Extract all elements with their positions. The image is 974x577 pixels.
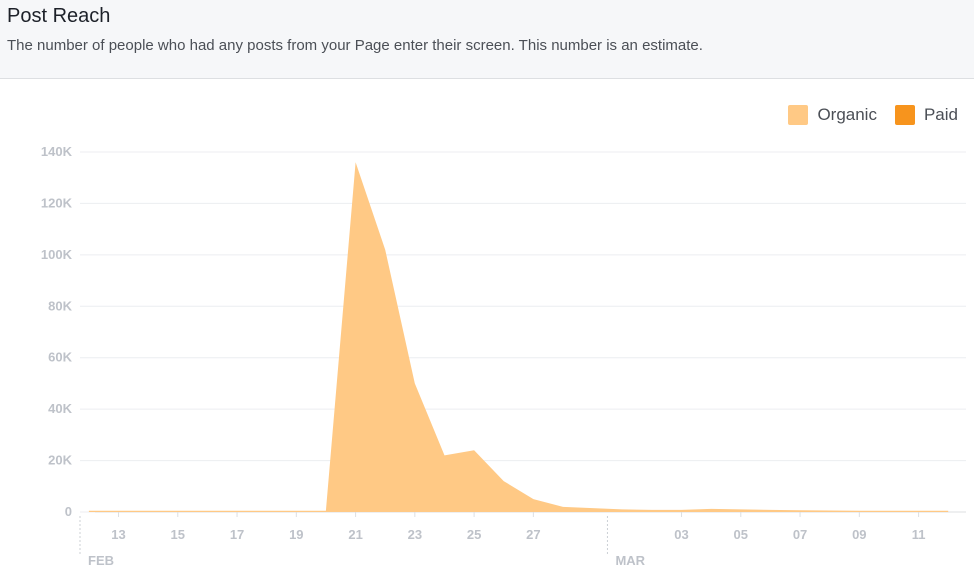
x-tick-label-11: 09 xyxy=(852,527,866,542)
x-tick-label-3: 19 xyxy=(289,527,303,542)
x-tick-label-6: 25 xyxy=(467,527,481,542)
chart-header: Post Reach The number of people who had … xyxy=(0,0,974,79)
chart-subtitle: The number of people who had any posts f… xyxy=(7,37,703,54)
x-tick-label-12: 11 xyxy=(912,527,926,542)
y-tick-label-7: 140K xyxy=(41,144,73,159)
chart-legend: Organic Paid xyxy=(770,105,958,125)
y-tick-label-6: 120K xyxy=(41,195,73,210)
month-label-feb: FEB xyxy=(88,553,114,568)
legend-label-paid: Paid xyxy=(923,105,958,124)
x-tick-label-2: 17 xyxy=(230,527,244,542)
area-series-paid xyxy=(88,162,949,511)
x-tick-label-8: 03 xyxy=(674,527,688,542)
x-tick-label-1: 15 xyxy=(171,527,185,542)
y-tick-label-1: 20K xyxy=(48,453,72,468)
x-tick-label-0: 13 xyxy=(111,527,125,542)
legend-label-organic: Organic xyxy=(817,105,877,124)
x-tick-label-10: 07 xyxy=(793,527,807,542)
chart-title: Post Reach xyxy=(7,5,111,27)
y-tick-label-4: 80K xyxy=(48,298,72,313)
legend-item-organic[interactable]: Organic xyxy=(788,105,877,125)
month-label-mar: MAR xyxy=(615,553,645,568)
y-tick-label-2: 40K xyxy=(48,401,72,416)
x-tick-label-5: 23 xyxy=(408,527,422,542)
y-tick-label-5: 100K xyxy=(41,247,73,262)
legend-swatch-paid xyxy=(894,105,915,125)
y-tick-label-0: 0 xyxy=(65,504,72,519)
area-series-organic xyxy=(88,162,949,513)
x-tick-label-4: 21 xyxy=(348,527,362,542)
legend-swatch-organic xyxy=(788,105,809,125)
y-tick-label-3: 60K xyxy=(48,350,72,365)
x-tick-label-9: 05 xyxy=(734,527,748,542)
legend-item-paid[interactable]: Paid xyxy=(894,105,958,125)
x-tick-label-7: 27 xyxy=(526,527,540,542)
